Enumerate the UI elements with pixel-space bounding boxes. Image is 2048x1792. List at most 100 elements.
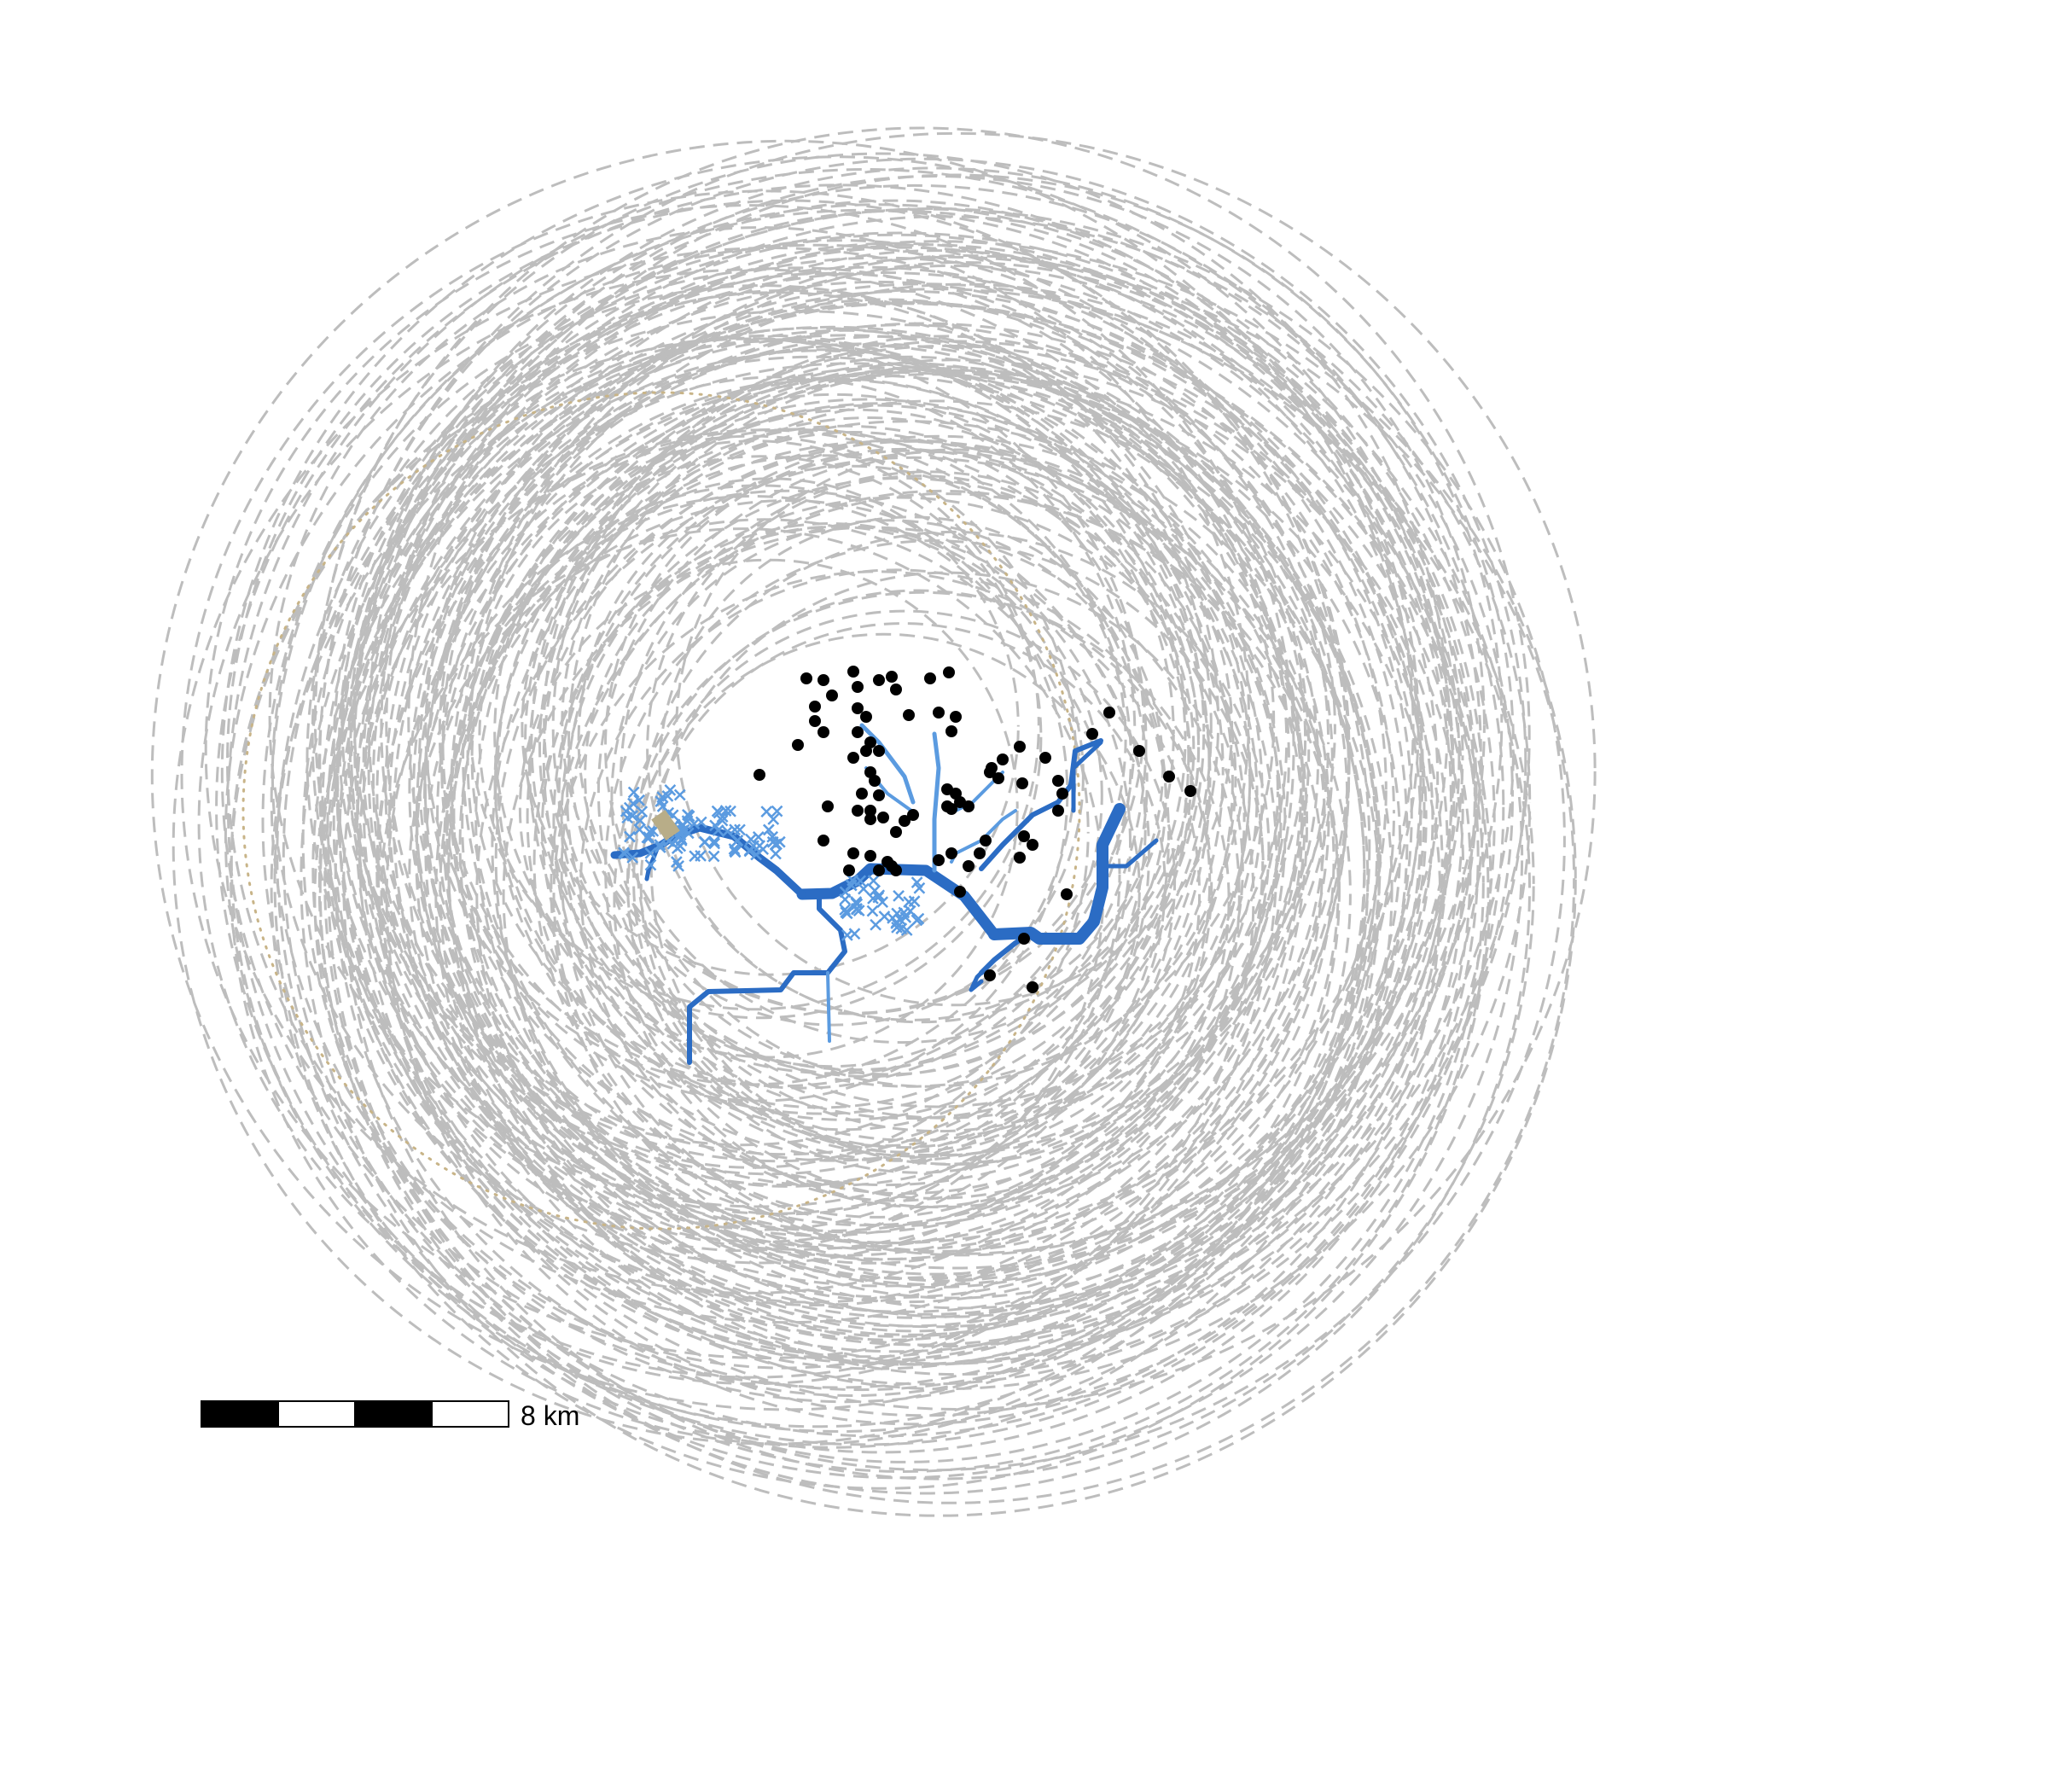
site-point[interactable] bbox=[881, 856, 893, 868]
site-point[interactable] bbox=[1018, 830, 1030, 842]
site-point[interactable] bbox=[873, 864, 885, 876]
buffer-ring bbox=[197, 268, 1308, 1379]
site-point[interactable] bbox=[809, 701, 821, 713]
site-point[interactable] bbox=[864, 850, 876, 862]
site-point[interactable] bbox=[852, 805, 864, 817]
site-point[interactable] bbox=[843, 864, 855, 876]
wetland-hatch-mark bbox=[858, 882, 870, 895]
site-point[interactable] bbox=[873, 745, 885, 757]
site-point[interactable] bbox=[933, 707, 945, 719]
wetland-hatch-mark bbox=[848, 928, 861, 940]
site-point[interactable] bbox=[1103, 707, 1115, 719]
site-point[interactable] bbox=[817, 835, 829, 847]
site-point[interactable] bbox=[753, 769, 765, 781]
buffer-ring bbox=[375, 349, 1264, 1237]
site-point[interactable] bbox=[974, 847, 986, 859]
wetland-hatch-mark bbox=[708, 837, 721, 850]
site-point[interactable] bbox=[943, 666, 955, 678]
site-point[interactable] bbox=[980, 835, 992, 847]
site-point[interactable] bbox=[984, 766, 996, 778]
wetland-hatch-mark bbox=[644, 858, 657, 871]
site-point[interactable] bbox=[809, 715, 821, 727]
wetland-hatch-mark bbox=[895, 922, 908, 935]
site-point[interactable] bbox=[792, 739, 804, 751]
site-point[interactable] bbox=[1133, 745, 1145, 757]
site-point[interactable] bbox=[817, 674, 829, 686]
wetland-hatch-mark bbox=[771, 805, 783, 817]
site-point[interactable] bbox=[997, 753, 1009, 765]
buffer-ring bbox=[613, 591, 1231, 1209]
study-area-boundary bbox=[241, 391, 1081, 1231]
site-point[interactable] bbox=[1014, 741, 1026, 753]
site-point[interactable] bbox=[822, 800, 834, 812]
site-point[interactable] bbox=[945, 803, 957, 815]
wetland-hatch-mark bbox=[745, 833, 757, 846]
site-point[interactable] bbox=[847, 666, 859, 678]
site-point[interactable] bbox=[1052, 805, 1064, 817]
scale-bar-segment-4 bbox=[431, 1400, 509, 1428]
site-point[interactable] bbox=[963, 800, 975, 812]
site-point[interactable] bbox=[856, 788, 868, 800]
site-point[interactable] bbox=[933, 854, 945, 866]
site-point[interactable] bbox=[1027, 839, 1039, 851]
buffer-ring bbox=[347, 183, 1482, 1319]
site-point[interactable] bbox=[864, 813, 876, 825]
site-point[interactable] bbox=[1163, 771, 1175, 783]
site-point[interactable] bbox=[873, 789, 885, 801]
site-point[interactable] bbox=[852, 702, 864, 714]
site-point[interactable] bbox=[873, 674, 885, 686]
site-point[interactable] bbox=[1056, 788, 1068, 800]
site-point[interactable] bbox=[945, 847, 957, 859]
site-point[interactable] bbox=[847, 752, 859, 764]
buffer-ring bbox=[362, 338, 1211, 1187]
site-point[interactable] bbox=[860, 711, 872, 723]
site-point[interactable] bbox=[826, 689, 838, 701]
site-point[interactable] bbox=[869, 775, 881, 787]
site-point[interactable] bbox=[903, 709, 915, 721]
site-point[interactable] bbox=[890, 684, 902, 695]
site-point[interactable] bbox=[954, 886, 966, 898]
site-point[interactable] bbox=[890, 864, 902, 876]
site-point[interactable] bbox=[860, 745, 872, 757]
site-point[interactable] bbox=[1016, 777, 1028, 789]
site-point[interactable] bbox=[907, 809, 919, 821]
site-point[interactable] bbox=[899, 815, 911, 827]
site-point[interactable] bbox=[817, 726, 829, 738]
buffer-ring bbox=[270, 325, 1393, 1449]
site-point[interactable] bbox=[1061, 888, 1073, 900]
site-point[interactable] bbox=[984, 969, 996, 981]
site-point[interactable] bbox=[1018, 933, 1030, 945]
buffer-ring bbox=[560, 476, 1246, 1162]
site-point[interactable] bbox=[963, 860, 975, 872]
wetland-hatch-mark bbox=[878, 911, 891, 922]
site-point[interactable] bbox=[890, 826, 902, 838]
site-point[interactable] bbox=[1014, 852, 1026, 864]
site-point[interactable] bbox=[852, 681, 864, 693]
site-point[interactable] bbox=[950, 711, 962, 723]
site-point[interactable] bbox=[924, 672, 936, 684]
wetland-hatch-mark bbox=[873, 889, 886, 902]
site-point[interactable] bbox=[1039, 752, 1051, 764]
wetland-hatch-mark bbox=[867, 892, 879, 905]
buffer-ring bbox=[380, 527, 1105, 1253]
site-point[interactable] bbox=[864, 805, 876, 817]
site-point[interactable] bbox=[1086, 728, 1098, 740]
river-tributary-north-2 bbox=[859, 723, 916, 805]
site-point[interactable] bbox=[1027, 981, 1039, 993]
site-point[interactable] bbox=[992, 772, 1004, 784]
site-point[interactable] bbox=[886, 671, 898, 683]
buffer-ring bbox=[423, 376, 1234, 1188]
buffer-ring bbox=[355, 428, 1170, 1243]
site-point[interactable] bbox=[1052, 775, 1064, 787]
wetland-hatch-mark bbox=[689, 850, 701, 863]
site-point[interactable] bbox=[877, 812, 889, 823]
wetland-hatch-mark bbox=[719, 805, 732, 817]
buffer-ring bbox=[462, 254, 1464, 1257]
site-point[interactable] bbox=[945, 725, 957, 737]
site-point[interactable] bbox=[852, 726, 864, 738]
site-point[interactable] bbox=[1184, 785, 1196, 797]
site-point[interactable] bbox=[847, 847, 859, 859]
wetland-hatch-mark bbox=[707, 850, 720, 863]
site-point[interactable] bbox=[800, 672, 812, 684]
